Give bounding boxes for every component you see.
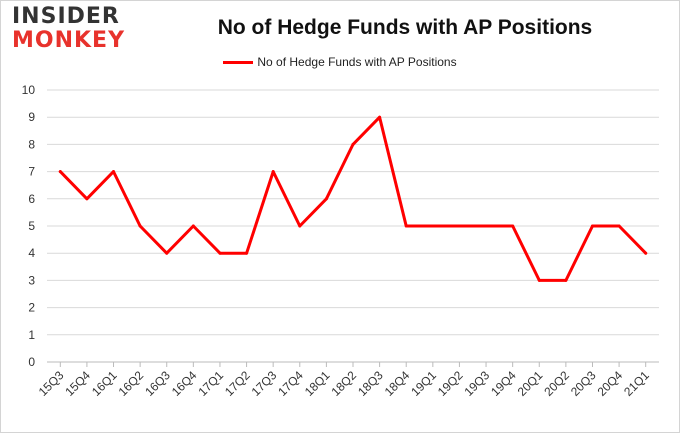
x-tick-label: 20Q4 [595, 368, 626, 399]
data-point [298, 224, 302, 228]
x-tick-label: 19Q3 [462, 368, 493, 399]
y-tick-label: 2 [28, 301, 35, 315]
data-point [590, 224, 594, 228]
x-tick-label: 19Q4 [488, 368, 519, 399]
data-point [537, 278, 541, 282]
data-point [457, 224, 461, 228]
data-point [245, 251, 249, 255]
data-point [564, 278, 568, 282]
x-tick-label: 15Q4 [62, 368, 93, 399]
x-tick-label: 16Q1 [89, 368, 120, 399]
x-tick-label: 16Q3 [142, 368, 173, 399]
x-tick-label: 20Q3 [568, 368, 599, 399]
y-tick-label: 1 [28, 328, 35, 342]
data-point [218, 251, 222, 255]
x-tick-label: 17Q1 [195, 368, 226, 399]
x-tick-label: 20Q1 [515, 368, 546, 399]
data-point [85, 197, 89, 201]
x-tick-label: 17Q4 [275, 368, 306, 399]
x-tick-label: 21Q1 [621, 368, 652, 399]
legend-swatch [223, 61, 254, 65]
y-tick-label: 3 [28, 273, 35, 287]
data-point [617, 224, 621, 228]
chart-title: No of Hedge Funds with AP Positions [217, 16, 593, 39]
y-tick-label: 0 [28, 355, 35, 369]
data-point [138, 224, 142, 228]
chart-legend: No of Hedge Funds with AP Positions [0, 55, 680, 69]
x-tick-label: 17Q2 [222, 368, 253, 399]
y-tick-label: 7 [28, 165, 35, 179]
x-tick-label: 20Q2 [541, 368, 572, 399]
legend-label: No of Hedge Funds with AP Positions [257, 55, 457, 69]
x-tick-label: 16Q2 [116, 368, 147, 399]
y-tick-label: 8 [28, 137, 35, 151]
data-point [271, 170, 275, 174]
logo-line-2: MONKEY [12, 28, 126, 53]
x-tick-label: 18Q3 [355, 368, 386, 399]
y-tick-label: 10 [22, 83, 36, 97]
x-tick-label: 16Q4 [169, 368, 200, 399]
y-tick-label: 4 [28, 246, 35, 260]
data-point [378, 115, 382, 119]
insider-monkey-logo: INSIDER MONKEY [12, 6, 130, 52]
y-tick-label: 5 [28, 219, 35, 233]
data-point [644, 251, 648, 255]
x-tick-label: 18Q2 [328, 368, 359, 399]
x-tick-label: 15Q3 [36, 368, 67, 399]
logo-line-1: INSIDER [12, 4, 120, 29]
data-point [431, 224, 435, 228]
data-point [58, 170, 62, 174]
data-point [324, 197, 328, 201]
x-tick-label: 17Q3 [249, 368, 280, 399]
data-point [165, 251, 169, 255]
y-tick-label: 9 [28, 110, 35, 124]
x-tick-label: 19Q2 [435, 368, 466, 399]
y-tick-label: 6 [28, 192, 35, 206]
x-tick-label: 18Q4 [382, 368, 413, 399]
data-point [404, 224, 408, 228]
x-tick-label: 18Q1 [302, 368, 333, 399]
x-tick-label: 19Q1 [408, 368, 439, 399]
data-point [191, 224, 195, 228]
data-point [351, 142, 355, 146]
data-point [112, 170, 116, 174]
data-point [484, 224, 488, 228]
data-point [511, 224, 515, 228]
